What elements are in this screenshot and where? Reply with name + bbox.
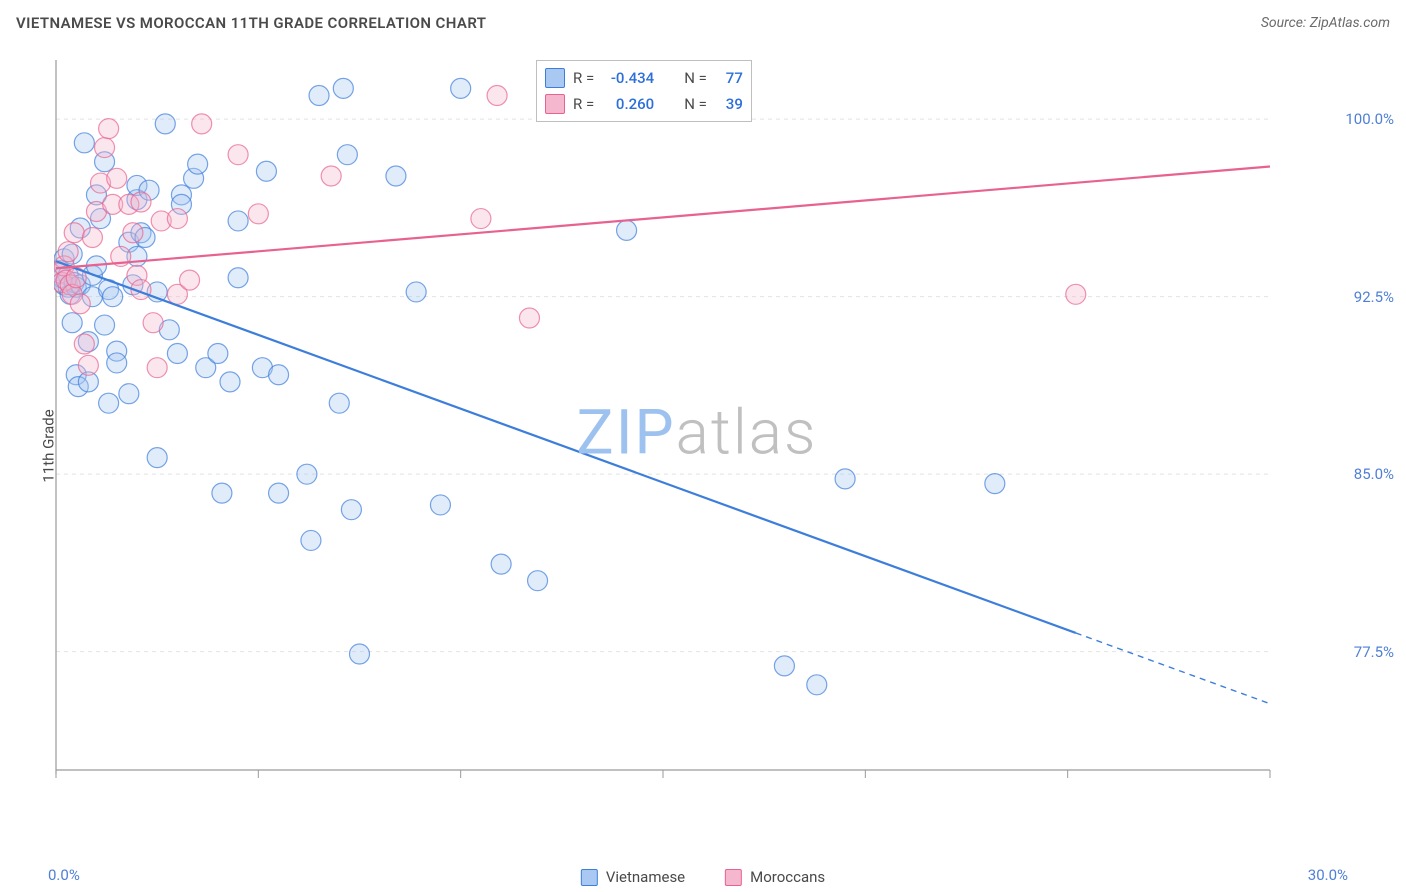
data-point [985, 474, 1005, 494]
data-point [192, 114, 212, 134]
data-point [167, 209, 187, 229]
trend-line [56, 261, 1076, 633]
data-point [123, 223, 143, 243]
x-axis-min-label: 0.0% [48, 866, 80, 884]
plot-area: R =-0.434N =77R =0.260N =39 ZIPatlas [54, 48, 1340, 818]
data-point [269, 483, 289, 503]
legend-label: Moroccans [750, 868, 825, 886]
data-point [220, 372, 240, 392]
data-point [301, 530, 321, 550]
y-tick-label: 77.5% [1354, 643, 1394, 661]
data-point [62, 313, 82, 333]
legend-n-value: 39 [715, 95, 743, 113]
data-point [107, 353, 127, 373]
data-point [208, 343, 228, 363]
data-point [147, 358, 167, 378]
data-point [131, 192, 151, 212]
legend-swatch [545, 94, 565, 114]
y-tick-label: 85.0% [1354, 465, 1394, 483]
data-point [70, 294, 90, 314]
data-point [386, 166, 406, 186]
y-tick-label: 92.5% [1354, 288, 1394, 306]
data-point [107, 168, 127, 188]
data-point [617, 220, 637, 240]
data-point [333, 78, 353, 98]
legend-r-value: 0.260 [602, 95, 654, 113]
data-point [835, 469, 855, 489]
data-point [297, 464, 317, 484]
data-point [78, 355, 98, 375]
data-point [807, 675, 827, 695]
data-point [95, 315, 115, 335]
legend-stat-row: R = 0.260 N = 39 [545, 91, 743, 117]
legend-item: Moroccans [725, 868, 825, 886]
legend-r-label: R = [573, 95, 594, 113]
legend-swatch [545, 68, 565, 88]
data-point [228, 211, 248, 231]
data-point [491, 554, 511, 574]
data-point [167, 343, 187, 363]
data-point [248, 204, 268, 224]
legend-r-label: R = [573, 69, 594, 87]
legend-item: Vietnamese [581, 868, 685, 886]
data-point [451, 78, 471, 98]
x-axis-max-label: 30.0% [1308, 866, 1348, 884]
data-point [519, 308, 539, 328]
data-point [337, 145, 357, 165]
data-point [269, 365, 289, 385]
legend-r-value: -0.434 [602, 69, 654, 87]
data-point [95, 138, 115, 158]
data-point [528, 571, 548, 591]
legend-n-label: N = [684, 69, 707, 87]
data-point [471, 209, 491, 229]
legend-swatch [725, 869, 742, 886]
data-point [430, 495, 450, 515]
legend-stat-row: R = -0.434 N = 77 [545, 65, 743, 91]
data-point [309, 86, 329, 106]
data-point [256, 161, 276, 181]
data-point [1066, 284, 1086, 304]
y-tick-label: 100.0% [1345, 110, 1394, 128]
legend-label: Vietnamese [606, 868, 685, 886]
data-point [350, 644, 370, 664]
data-point [228, 268, 248, 288]
chart-svg [54, 48, 1340, 818]
data-point [329, 393, 349, 413]
trend-line-extrapolated [1076, 633, 1270, 704]
legend-n-label: N = [684, 95, 707, 113]
data-point [406, 282, 426, 302]
data-point [341, 500, 361, 520]
legend-swatch [581, 869, 598, 886]
data-point [228, 145, 248, 165]
data-point [155, 114, 175, 134]
correlation-legend: R = -0.434 N = 77 R = 0.260 N = 39 [536, 60, 752, 122]
data-point [487, 86, 507, 106]
data-point [74, 334, 94, 354]
data-point [321, 166, 341, 186]
data-point [99, 393, 119, 413]
data-point [774, 656, 794, 676]
data-point [180, 270, 200, 290]
data-point [119, 384, 139, 404]
data-point [188, 154, 208, 174]
data-point [58, 242, 78, 262]
data-point [82, 228, 102, 248]
title-row: VIETNAMESE VS MOROCCAN 11TH GRADE CORREL… [16, 14, 1390, 32]
data-point [143, 313, 163, 333]
data-point [64, 223, 84, 243]
data-point [99, 119, 119, 139]
data-point [147, 448, 167, 468]
data-point [212, 483, 232, 503]
data-point [74, 133, 94, 153]
chart-container: VIETNAMESE VS MOROCCAN 11TH GRADE CORREL… [0, 0, 1406, 892]
source-label: Source: ZipAtlas.com [1261, 15, 1390, 31]
series-legend: Vietnamese Moroccans [581, 868, 825, 886]
data-point [103, 287, 123, 307]
chart-title: VIETNAMESE VS MOROCCAN 11TH GRADE CORREL… [16, 14, 486, 32]
legend-n-value: 77 [715, 69, 743, 87]
